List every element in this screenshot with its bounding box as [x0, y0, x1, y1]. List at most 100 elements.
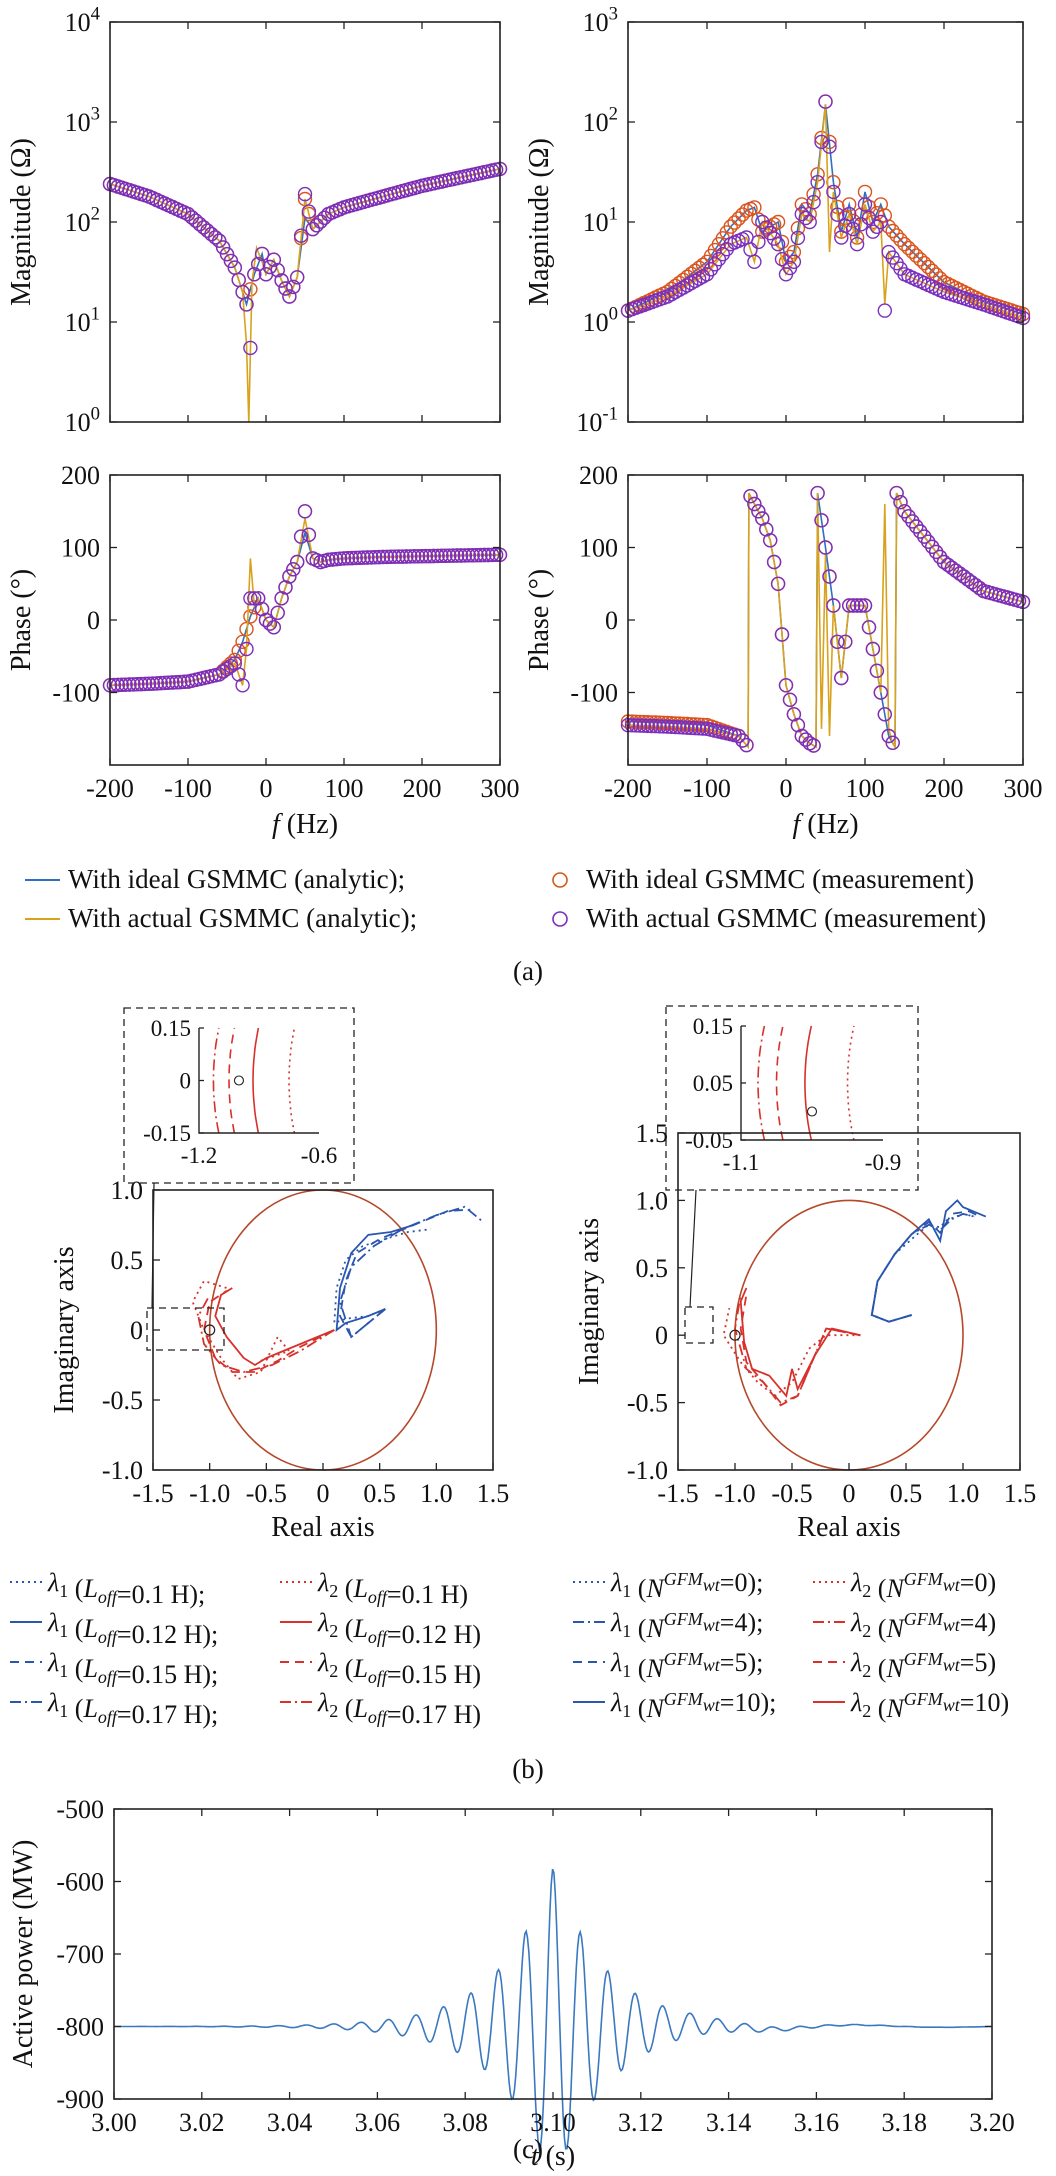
legend-label: λ1 (NGFMwt=0); [610, 1568, 763, 1603]
data-point [122, 677, 137, 692]
tick-label: -700 [56, 1940, 104, 1969]
data-point [715, 246, 730, 262]
inset-locus [846, 1025, 855, 1141]
inset-axes [740, 1026, 883, 1141]
data-point [747, 254, 762, 269]
data-point [235, 678, 250, 693]
inset-critical-point [806, 1106, 818, 1117]
data-point [161, 675, 176, 690]
data-point [842, 598, 857, 613]
data-point [410, 549, 426, 564]
tick-label: 200 [61, 461, 100, 490]
tick-label: 0.15 [151, 1016, 191, 1041]
data-point [664, 719, 679, 734]
legend-b-item: λ1 (Loff=0.15 H); [10, 1648, 218, 1689]
tick-label: -100 [570, 679, 618, 708]
data-point [239, 641, 254, 657]
legend-label: λ1 (NGFMwt=4); [610, 1608, 763, 1643]
tick-label: 0 [180, 1069, 192, 1094]
data-point [624, 718, 640, 733]
tick-label: 101 [65, 303, 100, 337]
data-point [857, 598, 873, 613]
data-point [928, 544, 944, 560]
data-point [644, 718, 659, 734]
tick-label: 200 [925, 774, 964, 803]
tick-label: 3.04 [267, 2108, 313, 2137]
data-point [485, 547, 500, 563]
data-point [215, 664, 231, 679]
data-point [399, 549, 414, 564]
tick-label: 3.14 [706, 2108, 752, 2137]
data-point [157, 675, 172, 691]
data-point [403, 549, 418, 564]
tick-label: -0.5 [771, 1479, 812, 1508]
data-point [344, 550, 359, 566]
tick-label: 100 [65, 403, 100, 437]
tick-label: -0.5 [246, 1479, 287, 1508]
data-point [632, 718, 648, 733]
data-point [297, 504, 313, 519]
legend-b-item: λ2 (Loff=0.1 H) [280, 1568, 468, 1609]
tick-label: 3.02 [179, 2108, 225, 2137]
inset-locus [775, 1025, 784, 1141]
data-point [782, 249, 798, 265]
data-point [301, 527, 317, 542]
tick-label: -900 [56, 2085, 104, 2114]
data-point [925, 263, 940, 278]
unit-circle [208, 1189, 438, 1471]
panel-label-b: (b) [512, 1754, 543, 1784]
data-point [830, 634, 845, 649]
data-point [453, 548, 469, 563]
inset-locus [228, 1027, 236, 1134]
data-point [321, 552, 336, 567]
data-point [449, 548, 465, 563]
data-point [897, 236, 912, 252]
tick-label: -0.15 [143, 1121, 191, 1146]
legend-b-item: λ2 (Loff=0.12 H) [280, 1608, 481, 1649]
data-point [806, 194, 821, 210]
tick-label: 0 [317, 1479, 330, 1508]
data-point [165, 675, 180, 690]
a-phase-left-plot: -200 -100 0 100 200 300 f (Hz) -100 0 100 200 Phase… [6, 461, 520, 840]
data-point [687, 720, 703, 736]
data-point [845, 221, 861, 237]
data-point [270, 262, 285, 278]
data-point [814, 134, 829, 150]
data-point [727, 215, 742, 230]
data-point [297, 186, 313, 202]
tick-label: 0.15 [693, 1014, 733, 1039]
legend-swatch [552, 911, 568, 927]
inset-locus [288, 1027, 296, 1134]
data-point [905, 514, 920, 529]
tick-label: -1.2 [181, 1143, 217, 1168]
legend-a-item: With actual GSMMC (analytic); [25, 903, 417, 933]
tick-label: 200 [403, 774, 442, 803]
data-point [845, 598, 861, 613]
data-point [336, 551, 352, 566]
data-point [905, 244, 920, 260]
locus-lambda2-N-4 [734, 1294, 861, 1404]
tick-label: 0 [780, 774, 793, 803]
data-point [110, 677, 126, 693]
data-point [921, 259, 936, 275]
c-frame [113, 1808, 993, 2100]
data-point [873, 214, 888, 230]
data-point [909, 248, 924, 263]
y-axis-label: Imaginary axis [49, 1246, 80, 1413]
data-point [169, 675, 184, 690]
data-point [806, 738, 821, 753]
data-point [680, 720, 695, 735]
data-point [889, 228, 904, 243]
data-point [379, 549, 395, 565]
tick-label: -200 [604, 774, 652, 803]
legend-label: With ideal GSMMC (measurement) [586, 864, 974, 894]
tick-label: 0.5 [890, 1479, 923, 1508]
legend-a-item: With actual GSMMC (measurement) [552, 903, 986, 933]
inset-critical-point [233, 1075, 245, 1086]
panel-label-a: (a) [513, 956, 543, 986]
data-point [262, 259, 278, 275]
y-axis-label: Phase (°) [6, 569, 37, 671]
legend-label: λ2 (NGFMwt=5) [850, 1648, 996, 1683]
tick-label: -1.0 [189, 1479, 230, 1508]
